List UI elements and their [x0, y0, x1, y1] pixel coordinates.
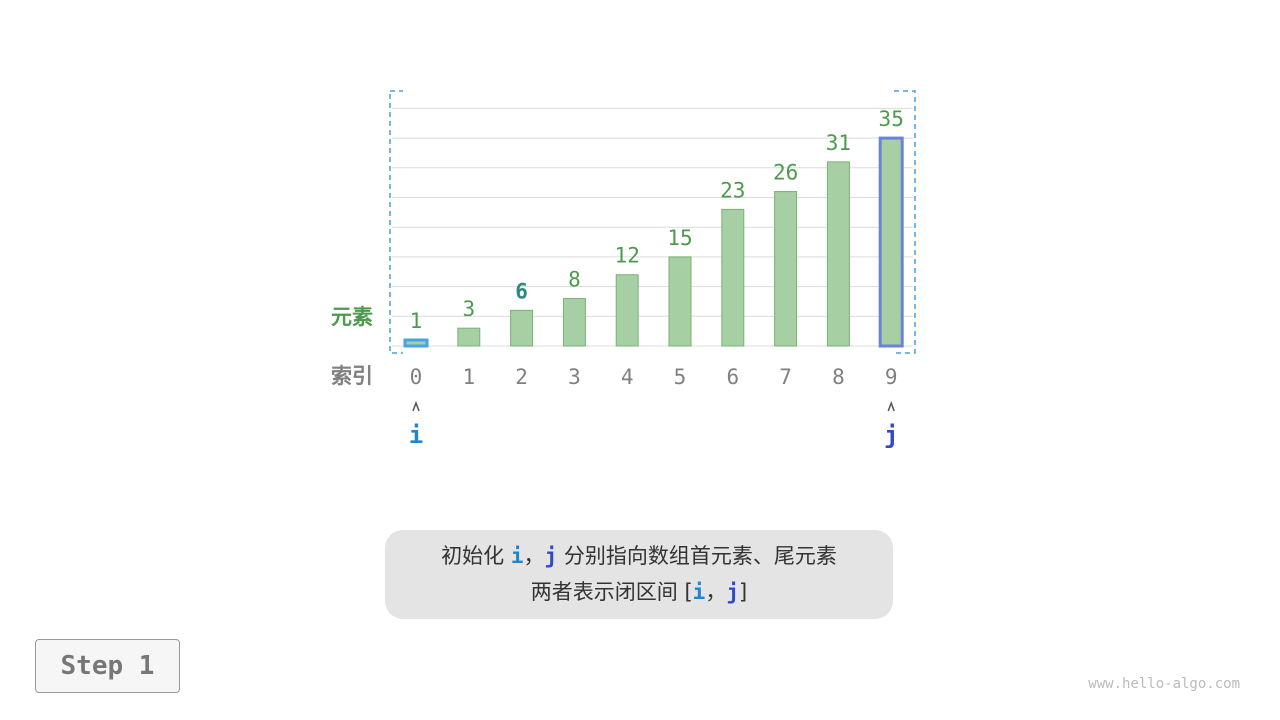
- index-label: 0: [410, 365, 423, 389]
- caption-box: 初始化 i，j 分别指向数组首元素、尾元素 两者表示闭区间 [i，j]: [385, 530, 893, 619]
- gridlines: [392, 107, 913, 347]
- caption-i: i: [692, 580, 706, 604]
- bar: [615, 274, 639, 347]
- pointer-highlight: [403, 338, 429, 348]
- value-label: 15: [667, 226, 692, 250]
- arrow-up-icon: [887, 400, 895, 412]
- value-label: 12: [615, 244, 640, 268]
- caption-text: ]: [738, 580, 748, 604]
- caption-comma: ，: [705, 580, 727, 604]
- value-label: 35: [879, 107, 904, 131]
- value-label: 31: [826, 131, 851, 155]
- bar: [562, 297, 586, 347]
- step-button[interactable]: Step 1: [35, 639, 180, 693]
- pointer-j: j: [884, 421, 898, 449]
- caption-text: 两者表示闭区间 [: [530, 580, 693, 604]
- caption-j: j: [544, 544, 558, 568]
- index-label: 5: [674, 365, 687, 389]
- bar: [721, 208, 745, 347]
- index-label: 6: [726, 365, 739, 389]
- caption-text: 分别指向数组首元素、尾元素: [563, 544, 837, 568]
- bracket-gap-top: [403, 87, 893, 95]
- pointer-i: i: [409, 421, 423, 449]
- watermark: www.hello-algo.com: [1088, 676, 1240, 692]
- index-label: 2: [515, 365, 528, 389]
- bar: [668, 256, 692, 347]
- index-label: 7: [779, 365, 792, 389]
- index-label: 3: [568, 365, 581, 389]
- caption-comma: ，: [523, 544, 545, 568]
- caption-i: i: [510, 544, 524, 568]
- bar: [826, 161, 850, 347]
- bar: [879, 137, 903, 347]
- bar: [510, 309, 534, 347]
- value-label: 8: [568, 267, 581, 291]
- value-label: 3: [462, 297, 475, 321]
- indices-label: 索引: [331, 364, 373, 388]
- value-label: 26: [773, 161, 798, 185]
- value-label: 1: [410, 309, 423, 333]
- value-label: 23: [720, 178, 745, 202]
- arrow-up-icon: [412, 400, 420, 412]
- index-label: 1: [462, 365, 475, 389]
- caption-text: 初始化: [441, 544, 511, 568]
- index-label: 9: [885, 365, 898, 389]
- caption-j: j: [726, 580, 739, 604]
- bar: [457, 327, 481, 347]
- bar: [774, 191, 798, 347]
- bracket-gap-bottom: [403, 349, 893, 357]
- pointer-highlight: [878, 136, 904, 348]
- elements-label: 元素: [331, 305, 373, 329]
- index-label: 8: [832, 365, 845, 389]
- value-label: 6: [515, 279, 528, 303]
- index-label: 4: [621, 365, 634, 389]
